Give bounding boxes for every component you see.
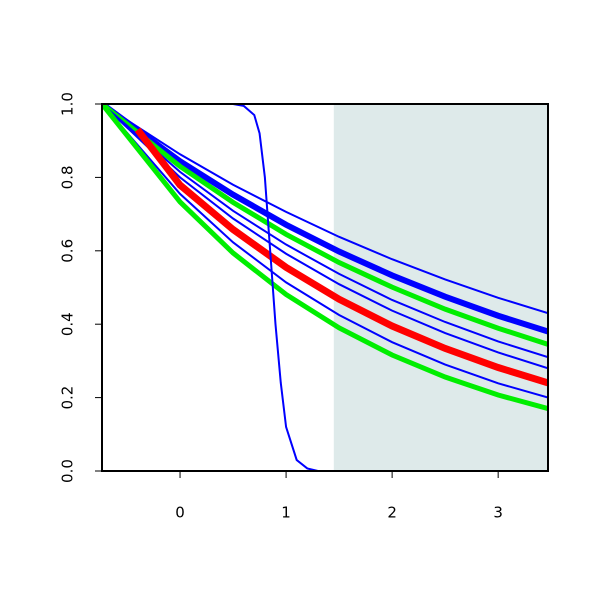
y-tick-label: 0.0 (59, 459, 77, 483)
line (102, 104, 548, 399)
plot-frame (101, 103, 549, 472)
x-tick-label: 0 (175, 504, 185, 522)
shaded-region (333, 104, 548, 471)
line (102, 104, 548, 315)
y-tick-label: 1.0 (59, 92, 77, 116)
line (102, 104, 548, 412)
x-tick-label: 1 (281, 504, 291, 522)
x-tick-label: 3 (493, 504, 503, 522)
x-tick-label: 2 (387, 504, 397, 522)
line (102, 104, 548, 370)
line (102, 104, 548, 359)
y-tick-label: 0.2 (59, 386, 77, 410)
y-tick-label: 0.4 (59, 312, 77, 336)
line (102, 104, 548, 335)
line (134, 127, 548, 387)
y-tick-label: 0.8 (59, 165, 77, 189)
line (102, 104, 548, 347)
y-tick-label: 0.6 (59, 239, 77, 263)
